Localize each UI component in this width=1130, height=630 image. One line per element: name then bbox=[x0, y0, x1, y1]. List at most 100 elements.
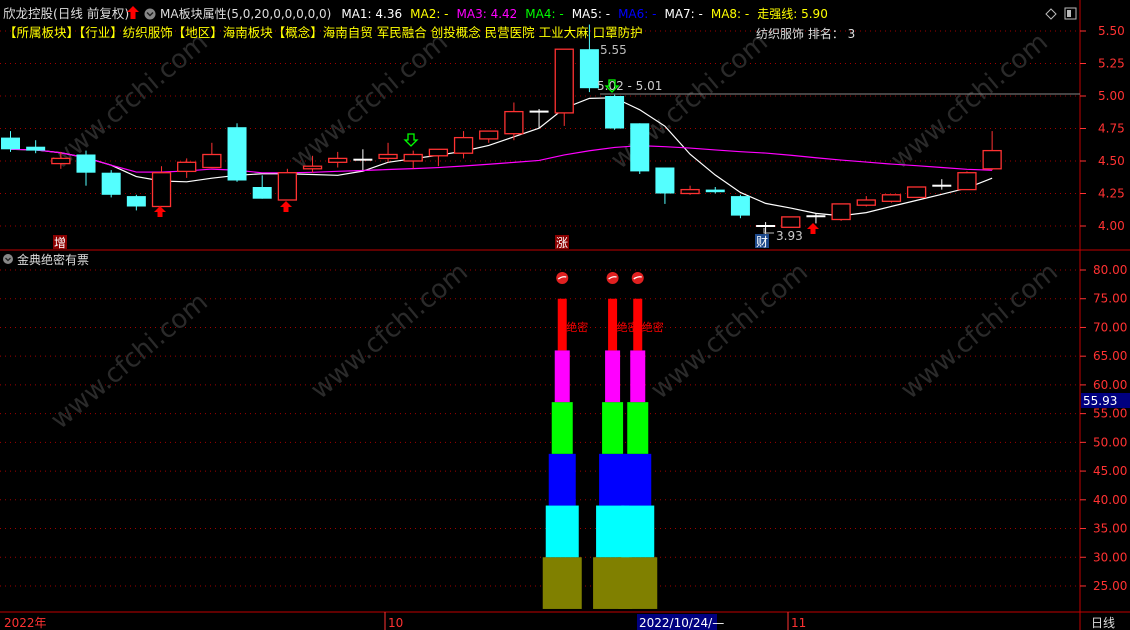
candle[interactable] bbox=[831, 203, 851, 221]
candle-body bbox=[277, 172, 298, 201]
candle-body bbox=[806, 215, 826, 218]
candle-body bbox=[101, 172, 121, 195]
candle-body bbox=[428, 148, 449, 157]
candle-body bbox=[328, 157, 348, 163]
ma3-line bbox=[10, 145, 993, 174]
candle-body bbox=[932, 184, 952, 187]
signal-ball-highlight bbox=[557, 276, 567, 280]
candle[interactable] bbox=[1, 131, 20, 152]
candle-body bbox=[1, 137, 20, 150]
ma1-line bbox=[10, 97, 993, 217]
candle[interactable] bbox=[76, 150, 96, 186]
signal-bar-layer bbox=[545, 505, 579, 558]
candle[interactable] bbox=[605, 94, 625, 130]
candle[interactable] bbox=[680, 185, 700, 195]
candle[interactable] bbox=[504, 102, 524, 141]
candle-body bbox=[302, 165, 323, 170]
indicator-tick-label: 35.00 bbox=[1093, 522, 1127, 536]
candle-body bbox=[504, 110, 524, 135]
candle-body bbox=[579, 49, 599, 89]
candle[interactable] bbox=[655, 167, 675, 204]
signal-bar-layer bbox=[557, 298, 567, 351]
candle-body bbox=[76, 154, 96, 173]
current-value: 55.93 bbox=[1083, 394, 1117, 408]
candle[interactable] bbox=[26, 140, 46, 154]
x-label-oct: 10 bbox=[388, 616, 403, 630]
candle-body bbox=[781, 216, 801, 228]
candle-body bbox=[881, 194, 902, 202]
candle[interactable] bbox=[328, 151, 348, 168]
buy-arrow-icon bbox=[154, 206, 166, 217]
candle-body bbox=[705, 189, 725, 193]
candle[interactable] bbox=[277, 168, 298, 201]
candle-body bbox=[756, 225, 776, 227]
collapse-icon[interactable] bbox=[144, 8, 156, 20]
signal-ball-icon bbox=[606, 272, 619, 284]
candle[interactable] bbox=[403, 150, 423, 169]
collapse-icon[interactable] bbox=[3, 254, 13, 264]
lower-pane-title: 金典绝密有票 bbox=[17, 252, 89, 267]
candle[interactable] bbox=[982, 131, 1002, 171]
candle[interactable] bbox=[177, 158, 197, 178]
grid-lines bbox=[0, 30, 1080, 587]
candle-body bbox=[957, 172, 977, 191]
period-button[interactable]: 日线 bbox=[1091, 616, 1115, 630]
candle[interactable] bbox=[479, 130, 499, 143]
diamond-icon[interactable] bbox=[1045, 8, 1057, 20]
candle[interactable] bbox=[51, 151, 71, 169]
candle-body bbox=[403, 153, 423, 162]
high-price-label: 5.55 bbox=[600, 43, 627, 57]
candle[interactable] bbox=[252, 175, 272, 199]
marker-bg bbox=[755, 234, 769, 248]
candle-body bbox=[51, 157, 71, 165]
signal-ball-highlight bbox=[608, 276, 617, 280]
signal-bar-layer bbox=[618, 557, 658, 609]
candle[interactable] bbox=[554, 48, 574, 126]
candle[interactable] bbox=[906, 186, 927, 199]
candle[interactable] bbox=[453, 131, 474, 159]
candle-body bbox=[655, 167, 675, 194]
candle[interactable] bbox=[227, 123, 247, 182]
candle[interactable] bbox=[932, 179, 952, 190]
candle[interactable] bbox=[428, 148, 449, 167]
candle-body bbox=[554, 48, 574, 114]
candle[interactable] bbox=[579, 24, 599, 93]
chevron-down-icon bbox=[5, 257, 11, 262]
candle[interactable] bbox=[302, 155, 323, 173]
arrow-up-icon bbox=[127, 6, 139, 19]
candle[interactable] bbox=[101, 170, 121, 198]
signal-label: 绝密 bbox=[642, 320, 664, 334]
candle[interactable] bbox=[957, 171, 977, 191]
candles[interactable] bbox=[1, 24, 1002, 236]
candle[interactable] bbox=[353, 149, 373, 171]
candle[interactable] bbox=[730, 194, 750, 219]
indicator-tick-label: 45.00 bbox=[1093, 464, 1127, 478]
candle-body bbox=[856, 199, 876, 206]
window-toggle-icon[interactable] bbox=[1064, 7, 1077, 20]
candle[interactable] bbox=[378, 142, 398, 163]
signal-bar-layer bbox=[624, 453, 652, 506]
signal-ball-icon bbox=[556, 272, 569, 284]
candle[interactable] bbox=[151, 166, 172, 208]
watermark: www.cfchi.com bbox=[645, 257, 814, 405]
candle[interactable] bbox=[705, 187, 725, 194]
candle[interactable] bbox=[781, 216, 801, 228]
indicator-tick-label: 40.00 bbox=[1093, 493, 1127, 507]
signal-bar-layer bbox=[627, 402, 649, 454]
ma-legend-item: MA4: - bbox=[525, 7, 563, 21]
current-value-badge bbox=[1081, 393, 1130, 408]
low-leader bbox=[763, 228, 774, 234]
candle[interactable] bbox=[806, 213, 826, 224]
signal-ball-icon bbox=[631, 272, 644, 284]
candle[interactable] bbox=[529, 109, 549, 129]
candle[interactable] bbox=[630, 123, 650, 174]
candle[interactable] bbox=[202, 142, 222, 169]
candle[interactable] bbox=[881, 194, 902, 203]
signal-bar-layer bbox=[548, 453, 576, 506]
candle[interactable] bbox=[856, 196, 876, 207]
candle[interactable] bbox=[126, 194, 146, 211]
x-label-nov: 11 bbox=[791, 616, 806, 630]
sector-info: 【所属板块】【行业】纺织服饰【地区】海南板块【概念】海南自贸 军民融合 创投概念… bbox=[4, 25, 643, 40]
candle-body bbox=[630, 123, 650, 172]
